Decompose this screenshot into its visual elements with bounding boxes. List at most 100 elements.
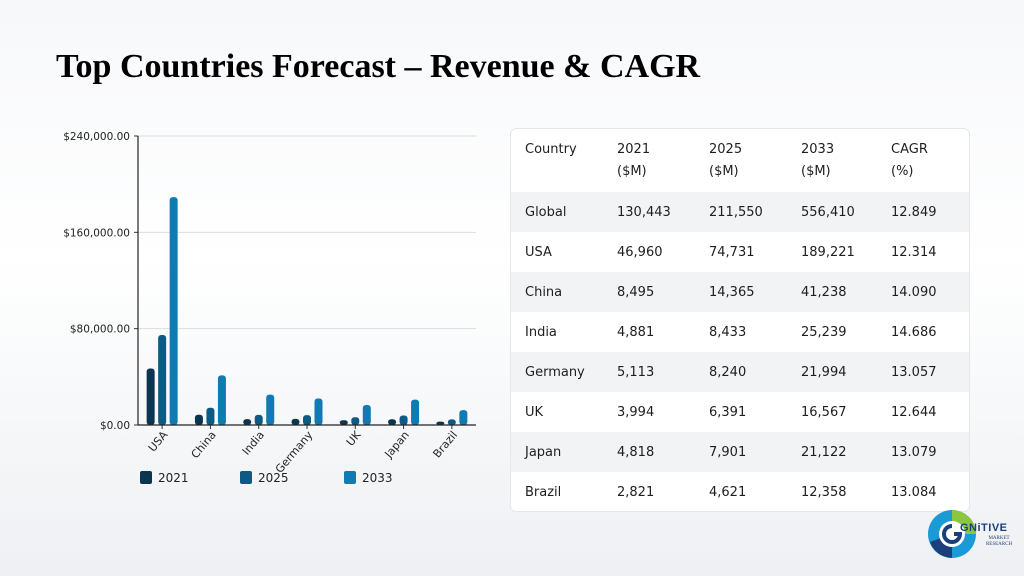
table-row: China 8,495 14,365 41,238 14.090 [511, 272, 969, 312]
company-logo: GNiTIVE MARKET RESEARCH [926, 504, 1014, 566]
x-tick-label: Brazil [430, 429, 460, 461]
table-cell-value: 8,240 [709, 365, 747, 380]
table-cell-value: 21,122 [801, 445, 847, 460]
bar-2033-germany [314, 398, 323, 425]
table-cell-country: Japan [525, 445, 562, 460]
legend-label-2025: 2025 [258, 471, 289, 485]
table-row: UK 3,994 6,391 16,567 12.644 [511, 392, 969, 432]
table-cell-value: 556,410 [801, 205, 855, 220]
revenue-bar-chart: $0.00 $80,000.00 $160,000.00 $240,000.00 US… [63, 131, 476, 485]
table-header-line: ($M) [617, 164, 647, 179]
table-header-cell: 2021 ($M) [617, 139, 650, 183]
bar-2033-china [217, 375, 226, 425]
table-row: Brazil 2,821 4,621 12,358 13.084 [511, 472, 969, 511]
table-row: USA 46,960 74,731 189,221 12.314 [511, 232, 969, 272]
table-cell-value: 46,960 [617, 245, 663, 260]
table-cell-value: 3,994 [617, 405, 655, 420]
table-header-line: Country [525, 142, 577, 157]
table-header-cell: Country [525, 139, 577, 161]
bar-2021-china [194, 414, 203, 425]
x-axis-ticks: USA China India Germany UK Japan Brazil [146, 425, 460, 476]
table-cell-value: 14.090 [891, 285, 937, 300]
bar-2025-germany [303, 415, 311, 425]
table-cell-value: 8,433 [709, 325, 747, 340]
x-tick-label: Japan [382, 429, 412, 462]
table-cell-value: 12.849 [891, 205, 937, 220]
table-cell-value: 21,994 [801, 365, 847, 380]
table-cell-country: USA [525, 245, 552, 260]
table-header-line: (%) [891, 164, 914, 179]
table-header-row: Country 2021 ($M) 2025 ($M) 2033 ($M) CAGR (%) [511, 139, 969, 191]
y-tick-label: $80,000.00 [70, 324, 130, 336]
legend-swatch-2033 [344, 471, 356, 484]
legend-label-2033: 2033 [362, 471, 393, 485]
bar-2025-japan [399, 415, 408, 425]
bar-2021-india [243, 419, 252, 425]
y-axis-ticks: $0.00 $80,000.00 $160,000.00 $240,000.00 [63, 131, 138, 432]
table-cell-value: 4,621 [709, 485, 747, 500]
table-cell-value: 130,443 [617, 205, 671, 220]
table-cell-country: Brazil [525, 485, 562, 500]
legend-swatch-2021 [140, 471, 152, 484]
table-cell-country: Germany [525, 365, 585, 380]
table-cell-value: 2,821 [617, 485, 655, 500]
x-tick-label: UK [344, 428, 364, 449]
table-cell-value: 12.644 [891, 405, 937, 420]
x-tick-label: Germany [273, 428, 316, 475]
bar-2033-usa [169, 197, 178, 425]
table-header-line: 2025 [709, 142, 743, 157]
table-cell-country: India [525, 325, 557, 340]
table-cell-value: 74,731 [709, 245, 755, 260]
table-cell-value: 5,113 [617, 365, 655, 380]
logo-mark-icon [928, 510, 976, 558]
table-cell-value: 6,391 [709, 405, 747, 420]
table-header-cell: CAGR (%) [891, 139, 928, 183]
bar-2033-japan [411, 399, 420, 425]
bar-2021-uk [339, 420, 348, 425]
table-row: Japan 4,818 7,901 21,122 13.079 [511, 432, 969, 472]
table-header-line: 2021 [617, 142, 651, 157]
bar-2021-usa [146, 368, 155, 425]
table-cell-value: 13.084 [891, 485, 937, 500]
table-header-line: 2033 [801, 142, 835, 157]
legend-label-2021: 2021 [158, 471, 189, 485]
table-header-cell: 2033 ($M) [801, 139, 834, 183]
table-cell-country: UK [525, 405, 544, 420]
table-cell-value: 12.314 [891, 245, 937, 260]
legend-swatch-2025 [240, 471, 252, 484]
table-cell-value: 8,495 [617, 285, 655, 300]
table-cell-value: 211,550 [709, 205, 763, 220]
bar-2021-germany [291, 418, 300, 425]
y-tick-label: $240,000.00 [63, 131, 130, 143]
table-cell-country: Global [525, 205, 567, 220]
bar-2033-uk [362, 405, 371, 425]
chart-legend: 2021 2025 2033 [140, 471, 393, 485]
table-header-line: ($M) [801, 164, 831, 179]
bar-2033-india [266, 394, 275, 425]
y-tick-label: $160,000.00 [63, 227, 130, 239]
bar-2025-china [206, 407, 215, 425]
table-cell-country: China [525, 285, 563, 300]
chart-bars [146, 197, 468, 425]
bar-2033-brazil [459, 410, 468, 425]
table-cell-value: 12,358 [801, 485, 847, 500]
table-cell-value: 14,365 [709, 285, 755, 300]
table-cell-value: 7,901 [709, 445, 747, 460]
x-tick-label: China [189, 429, 219, 461]
table-row: Global 130,443 211,550 556,410 12.849 [511, 192, 969, 232]
logo-subtitle-line2: RESEARCH [985, 542, 1013, 547]
forecast-table: Country 2021 ($M) 2025 ($M) 2033 ($M) CAGR (%) Gl… [510, 128, 970, 512]
logo-subtitle-line1: MARKET [988, 536, 1010, 541]
table-row: Germany 5,113 8,240 21,994 13.057 [511, 352, 969, 392]
logo-wordmark: GNiTIVE [960, 522, 1008, 534]
bar-2025-usa [158, 335, 167, 425]
table-cell-value: 13.079 [891, 445, 937, 460]
bar-2021-brazil [436, 421, 445, 425]
page-title: Top Countries Forecast – Revenue & CAGR [56, 48, 701, 85]
table-cell-value: 4,818 [617, 445, 655, 460]
x-tick-label: India [240, 429, 267, 458]
bar-2021-japan [388, 419, 397, 425]
table-cell-value: 189,221 [801, 245, 855, 260]
table-cell-value: 4,881 [617, 325, 655, 340]
bar-2025-brazil [447, 419, 456, 425]
